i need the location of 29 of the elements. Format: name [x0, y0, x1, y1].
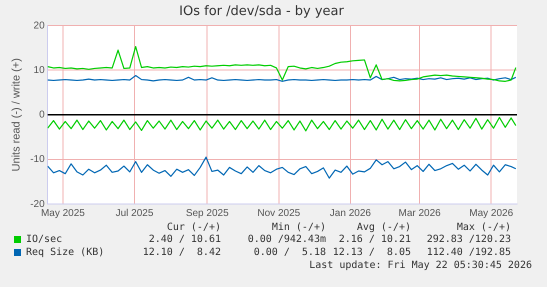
text: 2.16 / 10.21: [338, 234, 411, 247]
text: Max (-/+): [456, 222, 511, 234]
text: 0.00 /942.43m: [246, 234, 326, 247]
legend-label: Req Size (KB): [26, 247, 106, 260]
text: Avg (-/+): [356, 222, 411, 234]
x-tick-label: Jul 2025: [116, 208, 154, 219]
x-tick-label: Mar 2026: [398, 208, 442, 219]
text: 12.10 / 8.42: [142, 247, 221, 260]
x-tick-label: May 2025: [40, 208, 86, 219]
text: Cur (-/+): [166, 222, 221, 234]
text: 112.40 /192.85: [426, 247, 511, 260]
x-tick-label: Jan 2026: [330, 208, 372, 219]
y-tick-label: 20: [34, 20, 46, 32]
y-tick-label: 10: [34, 64, 46, 76]
y-tick-label: -10: [30, 154, 46, 166]
text: 292.83 /120.23: [426, 234, 511, 247]
text: Min (-/+): [270, 222, 326, 234]
x-tick-label: May 2026: [469, 208, 514, 219]
y-axis-title: Units read (-) / write (+): [10, 58, 23, 172]
y-tick-label: -20: [30, 198, 46, 210]
y-tick-label: 0: [39, 110, 46, 121]
chart-title: IOs for /dev/sda - by year: [179, 4, 345, 20]
text: 12.13 / 8.05: [332, 247, 411, 260]
text: 0.00 / 5.18: [252, 247, 326, 260]
text: 2.40 / 10.61: [148, 234, 221, 247]
x-tick-label: Sep 2025: [186, 208, 230, 219]
text: Last update: Fri May 22 05:30:45 2026: [308, 260, 532, 271]
x-tick-label: Nov 2025: [257, 208, 301, 219]
legend-label: IO/sec: [26, 234, 64, 247]
